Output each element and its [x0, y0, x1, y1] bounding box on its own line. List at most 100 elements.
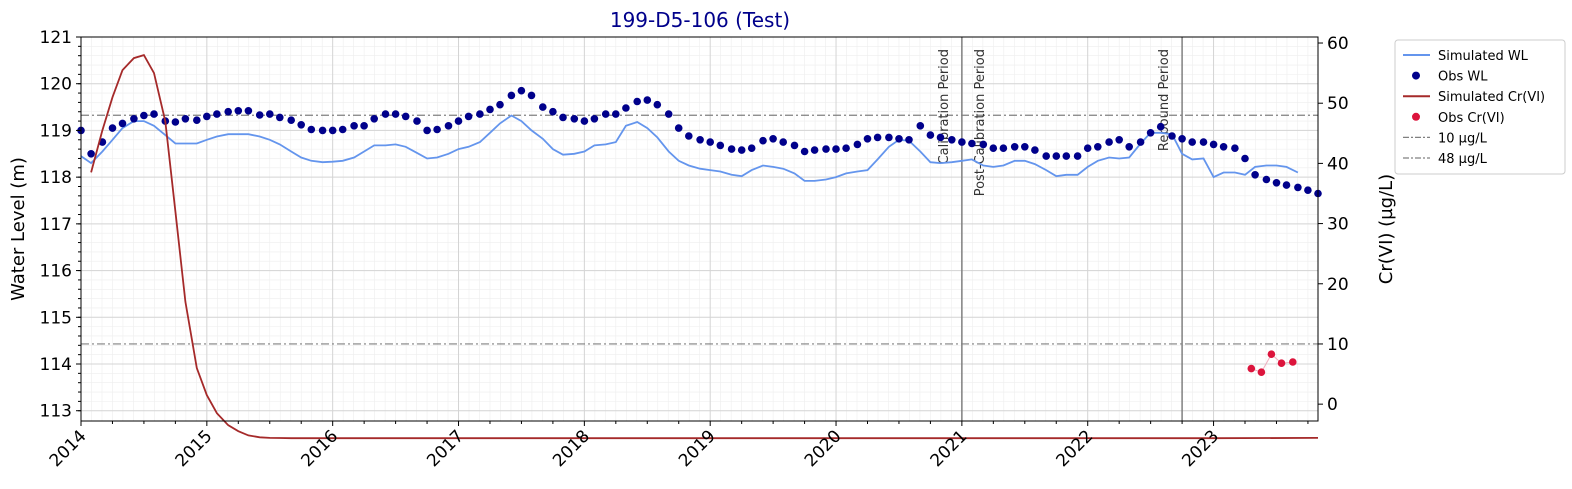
data-point	[130, 115, 138, 123]
x-tick-label: 2015	[172, 426, 217, 471]
data-point	[968, 139, 976, 148]
data-point	[527, 91, 536, 100]
data-point	[507, 91, 516, 100]
data-point	[1042, 152, 1050, 160]
legend-swatch	[1412, 71, 1420, 80]
legend-box	[1394, 39, 1566, 175]
data-point	[338, 125, 347, 134]
data-point	[370, 115, 379, 123]
series-line	[90, 54, 1319, 440]
plot-frame	[80, 36, 1319, 422]
y2-tick-label: 30	[1327, 215, 1349, 235]
y-tick-label: 113	[40, 402, 72, 422]
data-point	[517, 86, 526, 95]
period-label: Calibration Period	[937, 49, 952, 164]
data-point	[653, 100, 662, 109]
data-point	[476, 110, 484, 118]
y-tick-label: 119	[40, 121, 72, 141]
x-tick-label: 2023	[1178, 426, 1223, 471]
data-point	[423, 126, 431, 135]
data-point	[727, 145, 736, 153]
x-tick-label: 2020	[801, 426, 846, 471]
data-point	[140, 111, 148, 120]
data-point	[832, 145, 840, 153]
data-point	[108, 124, 117, 132]
data-point	[1231, 144, 1239, 152]
data-point	[810, 146, 819, 154]
y2-tick-label: 60	[1327, 34, 1349, 54]
data-point	[287, 116, 296, 124]
y-tick-label: 121	[40, 28, 72, 48]
y2-tick-label: 20	[1327, 275, 1349, 295]
data-point	[863, 135, 872, 143]
data-point	[737, 146, 746, 154]
data-point	[1247, 364, 1256, 373]
data-point	[1251, 171, 1259, 179]
y-axis-left: 113 114 115 116 117 118 119 120 121	[40, 28, 81, 422]
data-point	[1188, 138, 1196, 146]
data-point	[454, 117, 463, 125]
chart-title: 199-D5-106 (Test)	[610, 8, 790, 32]
x-tick-label: 2022	[1053, 426, 1098, 471]
data-point	[580, 117, 589, 125]
y-axis-label: Water Level (m)	[8, 157, 29, 301]
data-point	[1199, 138, 1208, 146]
data-point	[716, 141, 725, 150]
x-tick-label: 2019	[675, 426, 720, 471]
data-point	[1083, 144, 1092, 152]
data-point	[1146, 129, 1155, 137]
data-point	[559, 113, 567, 122]
data-point	[193, 116, 201, 124]
data-point	[779, 138, 787, 146]
y-tick-label: 120	[40, 75, 72, 95]
legend-label: Simulated WL	[1438, 49, 1529, 64]
data-point	[244, 107, 253, 115]
data-point	[1219, 143, 1228, 151]
data-point	[307, 125, 316, 134]
x-tick-label: 2018	[549, 426, 594, 471]
legend-label: Obs Cr(VI)	[1438, 111, 1505, 126]
data-point	[213, 110, 221, 118]
data-point	[1115, 136, 1123, 144]
data-point	[391, 110, 400, 118]
data-point	[1294, 183, 1302, 192]
data-point	[885, 133, 893, 142]
y2-tick-label: 50	[1327, 94, 1349, 114]
data-point	[916, 122, 925, 130]
legend-label: Obs WL	[1438, 70, 1488, 85]
data-point	[413, 117, 421, 125]
data-point	[328, 126, 337, 135]
data-point	[297, 121, 306, 129]
data-point	[936, 133, 945, 142]
data-point	[622, 104, 630, 112]
data-point	[549, 107, 557, 116]
legend: Simulated WL Obs WL Simulated Cr(VI) Obs Cr…	[1394, 39, 1566, 175]
data-point	[1094, 143, 1102, 151]
data-point	[360, 122, 368, 130]
data-point	[633, 97, 641, 106]
data-point	[1304, 186, 1312, 194]
data-point	[905, 136, 913, 144]
data-point	[150, 110, 158, 118]
data-point	[1267, 350, 1276, 359]
data-point	[1031, 146, 1039, 154]
data-point	[706, 138, 714, 146]
series-line	[80, 114, 1299, 182]
data-point	[203, 112, 211, 121]
data-point	[769, 135, 777, 143]
data-point	[873, 133, 882, 142]
data-point	[1257, 368, 1266, 377]
period-lines: Calibration Period Post-Calibration Perio…	[937, 37, 1183, 421]
period-label: Post-Calibration Period	[973, 49, 988, 196]
data-point	[747, 144, 756, 152]
data-point	[590, 115, 599, 123]
data-point	[612, 110, 620, 118]
data-point	[979, 140, 988, 149]
data-point	[1272, 179, 1281, 187]
data-point	[1282, 181, 1291, 189]
data-point	[1241, 154, 1249, 163]
x-tick-label: 2017	[423, 426, 468, 471]
data-point	[118, 119, 127, 128]
data-point	[276, 113, 284, 122]
